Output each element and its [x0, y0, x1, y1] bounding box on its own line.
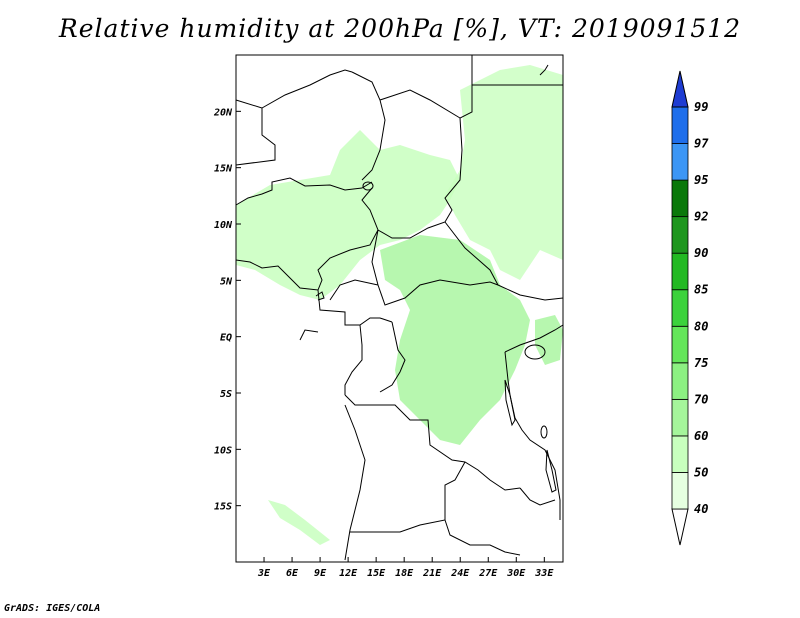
colorbar: 40 50 60 70 75 80 85 90 92 95 97 99 — [671, 70, 709, 546]
lon-tick-label: 6E — [286, 568, 299, 579]
colorbar-lower-arrow — [671, 508, 689, 546]
lat-tick-label: 15N — [214, 164, 233, 175]
map-title: Relative humidity at 200hPa [%], VT: 201… — [58, 14, 742, 43]
colorbar-level-label: 92 — [694, 210, 708, 224]
colorbar-box — [671, 325, 689, 364]
lat-tick-label: 20N — [213, 107, 233, 118]
lat-tick-label: 5N — [220, 276, 233, 287]
colorbar-level-label: 50 — [694, 465, 708, 479]
colorbar-level-label: 90 — [694, 246, 708, 260]
colorbar-level-label: 99 — [694, 100, 708, 114]
colorbar-box — [671, 362, 689, 400]
lon-tick-label: 24E — [450, 568, 470, 579]
lon-tick-label: 33E — [534, 568, 554, 579]
colorbar-box — [671, 398, 689, 437]
map-frame — [235, 54, 564, 563]
colorbar-box — [671, 216, 689, 254]
colorbar-level-label: 70 — [694, 392, 708, 406]
colorbar-box — [671, 252, 689, 291]
lon-tick-label: 18E — [395, 568, 414, 579]
colorbar-level-label: 85 — [694, 283, 708, 297]
lakes — [362, 181, 557, 493]
humidity-shading — [236, 65, 563, 545]
humidity-region-south — [268, 500, 330, 545]
lon-tick-label: 21E — [422, 568, 442, 579]
colorbar-box — [671, 143, 689, 181]
latitude-axis: 20N 15N 10N 5N EQ 5S 10S 15S — [213, 107, 241, 513]
lon-tick-label: 9E — [314, 568, 327, 579]
lat-tick-label: 10S — [214, 445, 232, 456]
grads-credit: GrADS: IGES/COLA — [4, 603, 101, 614]
lon-tick-label: 30E — [506, 568, 526, 579]
colorbar-level-label: 40 — [694, 502, 708, 516]
colorbar-level-label: 75 — [694, 356, 708, 370]
lon-tick-label: 15E — [367, 568, 386, 579]
colorbar-level-label: 60 — [694, 429, 708, 443]
lon-tick-label: 3E — [257, 568, 271, 579]
humidity-region-east — [535, 315, 563, 365]
lon-tick-label: 12E — [339, 568, 358, 579]
humidity-region-sahel — [236, 130, 460, 300]
country-borders — [235, 54, 564, 561]
lat-tick-label: 15S — [214, 502, 232, 513]
lon-tick-label: 27E — [478, 568, 498, 579]
colorbar-box — [671, 472, 689, 510]
longitude-axis: 3E 6E 9E 12E 15E 18E 21E 24E 27E 30E 33E — [257, 557, 554, 579]
colorbar-upper-arrow — [671, 70, 689, 108]
humidity-region-northeast — [445, 65, 563, 280]
colorbar-level-label: 97 — [694, 137, 709, 151]
lat-tick-label: 5S — [220, 389, 232, 400]
colorbar-box — [671, 106, 689, 144]
lat-tick-label: EQ — [220, 333, 232, 344]
lat-tick-label: 10N — [214, 220, 233, 231]
colorbar-box — [671, 435, 689, 473]
colorbar-box — [671, 179, 689, 218]
colorbar-box — [671, 289, 689, 327]
colorbar-level-label: 80 — [694, 319, 708, 333]
colorbar-level-label: 95 — [694, 173, 708, 187]
